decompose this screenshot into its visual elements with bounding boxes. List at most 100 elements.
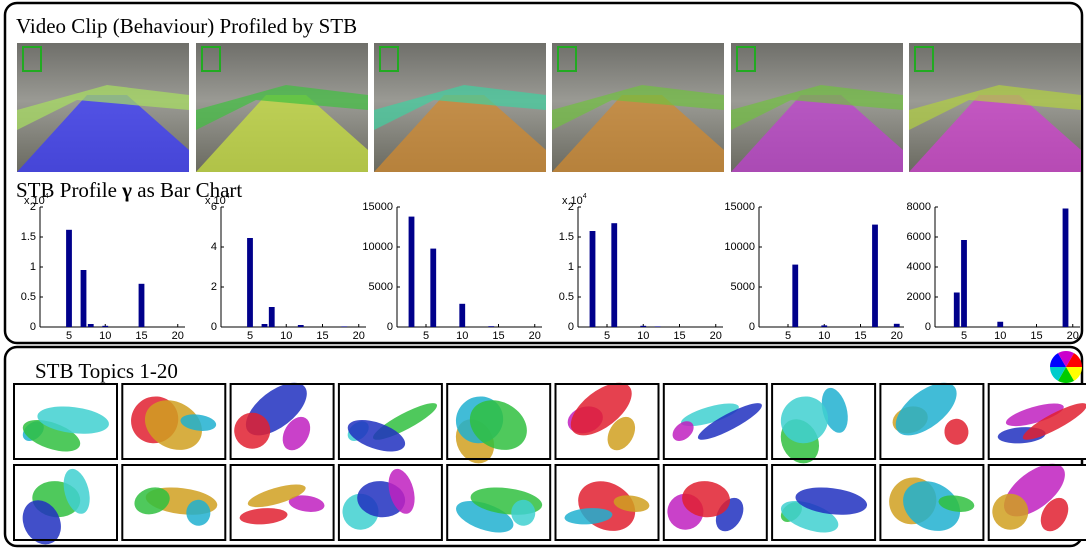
thumb-blob xyxy=(186,499,211,526)
thumb-blob xyxy=(795,487,868,515)
bar xyxy=(459,303,466,327)
thumb-blob xyxy=(347,420,406,452)
frame-overlay xyxy=(196,95,368,172)
x-tick-label: 15 xyxy=(673,330,685,342)
bar xyxy=(488,326,495,327)
frame-overlay xyxy=(552,95,724,172)
topic-thumbnail xyxy=(121,383,227,460)
video-frame xyxy=(196,43,368,172)
bar xyxy=(261,324,268,327)
multiplier-exponent: 4 xyxy=(226,193,230,200)
x-tick-label: 15 xyxy=(854,330,866,342)
x-tick-label: 20 xyxy=(172,330,184,342)
x-tick-label: 15 xyxy=(135,330,147,342)
heading-symbol: γ xyxy=(121,178,132,202)
x-tick-label: 15 xyxy=(316,330,328,342)
multiplier-base: x 10 xyxy=(205,195,226,207)
bar xyxy=(821,325,828,327)
thumb-border xyxy=(554,383,660,460)
x-tick-label: 20 xyxy=(891,330,903,342)
thumb-blob xyxy=(570,382,632,436)
thumb-border xyxy=(121,383,227,460)
bar xyxy=(66,229,72,327)
thumb-blob xyxy=(607,416,636,451)
thumb-border xyxy=(879,383,985,460)
y-tick-label: 2000 xyxy=(907,291,931,303)
x-tick-label: 10 xyxy=(994,330,1006,342)
bar xyxy=(997,321,1004,327)
thumb-blob xyxy=(234,412,271,449)
bar xyxy=(953,292,960,327)
x-tick-label: 5 xyxy=(247,330,253,342)
y-tick-label: 0.5 xyxy=(21,291,36,303)
section-title: Video Clip (Behaviour) Profiled by STB xyxy=(16,14,357,38)
topic-thumbnail xyxy=(771,383,877,464)
thumb-blob xyxy=(388,468,415,514)
heading-text: STB Profile xyxy=(16,178,122,202)
y-multiplier: x 104 xyxy=(205,193,230,207)
y-tick-label: 1.5 xyxy=(559,231,574,243)
x-tick-label: 5 xyxy=(423,330,429,342)
y-tick-label: 0 xyxy=(925,321,931,333)
video-frame xyxy=(731,43,903,172)
x-tick-label: 10 xyxy=(818,330,830,342)
y-tick-label: 2 xyxy=(30,201,36,213)
topic-thumbnail xyxy=(879,464,985,541)
frame-icon xyxy=(22,46,42,72)
y-tick-label: 1.5 xyxy=(21,231,36,243)
x-tick-label: 20 xyxy=(529,330,541,342)
thumb-blob xyxy=(564,508,613,525)
y-tick-label: 0 xyxy=(211,321,217,333)
video-frame xyxy=(552,43,724,172)
frame-overlay xyxy=(552,85,724,130)
y-tick-label: 4 xyxy=(211,241,217,253)
topic-thumbnail xyxy=(229,464,335,541)
x-tick-label: 20 xyxy=(353,330,365,342)
bar xyxy=(341,326,348,327)
y-tick-label: 15000 xyxy=(724,201,755,213)
topic-thumbnail xyxy=(229,382,335,460)
topic-thumbnail xyxy=(554,382,660,460)
topic-thumbnail xyxy=(446,383,552,464)
video-frame xyxy=(909,43,1081,172)
frame-overlay xyxy=(17,85,189,130)
thumb-blob xyxy=(180,414,217,431)
thumb-blob xyxy=(247,484,306,508)
y-multiplier: x 104 xyxy=(24,193,49,207)
x-tick-label: 15 xyxy=(1030,330,1042,342)
topic-thumbnail xyxy=(662,383,768,460)
x-tick-label: 10 xyxy=(637,330,649,342)
frame-icon xyxy=(201,46,221,72)
color-wheel xyxy=(1050,350,1082,384)
y-tick-label: 4000 xyxy=(907,261,931,273)
x-tick-label: 20 xyxy=(1067,330,1079,342)
thumb-border xyxy=(771,383,877,460)
thumb-blob xyxy=(672,421,694,441)
frame-icon xyxy=(736,46,756,72)
topic-thumbnail xyxy=(121,464,227,541)
frame-overlay xyxy=(374,95,546,172)
frame-overlay xyxy=(909,85,1081,130)
bar xyxy=(247,238,253,327)
topic-thumbnail xyxy=(337,464,443,541)
thumb-blob xyxy=(821,387,848,433)
section-title: STB Topics 1-20 xyxy=(35,359,178,383)
thumb-border xyxy=(337,464,443,541)
frame-overlay xyxy=(731,95,903,172)
topic-thumbnail xyxy=(554,464,660,541)
frame-overlay xyxy=(731,85,903,130)
bar xyxy=(80,270,87,327)
thumb-border xyxy=(879,464,985,541)
thumb-border xyxy=(446,464,552,541)
y-tick-label: 2 xyxy=(211,281,217,293)
y-tick-label: 0 xyxy=(387,321,393,333)
video-frame xyxy=(17,43,189,172)
section-title: STB Profile γ as Bar Chart xyxy=(16,178,242,202)
thumb-border xyxy=(13,383,118,460)
thumb-border xyxy=(13,464,118,541)
thumb-border xyxy=(771,464,877,541)
y-tick-label: 0 xyxy=(30,321,36,333)
bar xyxy=(872,224,878,327)
multiplier-base: x 10 xyxy=(24,195,45,207)
